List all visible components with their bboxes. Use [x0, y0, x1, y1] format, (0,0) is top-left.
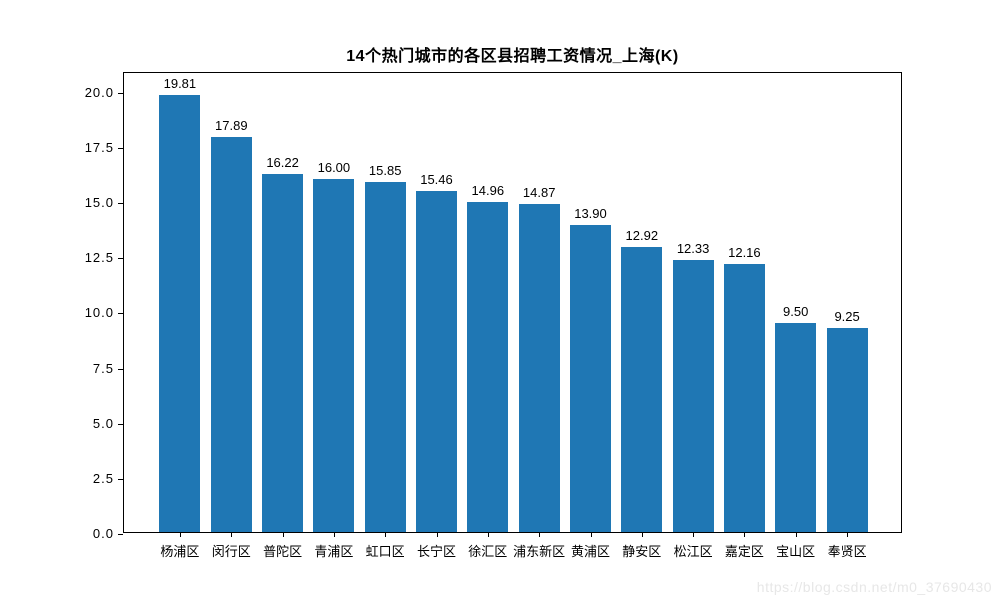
- y-tick-label: 5.0: [92, 415, 114, 431]
- x-tick-mark: [590, 532, 592, 537]
- bar-value-label: 9.25: [834, 309, 860, 324]
- y-tick-label: 17.5: [84, 140, 114, 155]
- bar: [467, 202, 509, 532]
- bar-value-label: 19.81: [163, 76, 197, 91]
- plot-area: 19.81 17.89 16.22 16.00 15.85 15.46 14.96 14.87…: [85, 72, 902, 559]
- bar: [159, 95, 201, 532]
- y-tick-label: 0.0: [92, 526, 114, 541]
- x-tick-label: 青浦区: [314, 544, 354, 559]
- x-tick-label: 奉贤区: [827, 544, 867, 559]
- x-tick-mark: [282, 532, 284, 537]
- x-tick-mark: [179, 532, 181, 537]
- bar: [518, 204, 560, 532]
- bar: [775, 322, 817, 532]
- watermark: https://blog.csdn.net/m0_37690430: [756, 579, 992, 595]
- bar: [210, 137, 252, 532]
- bar-value-label: 12.33: [676, 241, 710, 256]
- bar: [262, 174, 304, 532]
- bar-value-label: 12.92: [625, 228, 659, 243]
- x-tick-mark: [385, 532, 387, 537]
- bar-value-label: 13.90: [574, 206, 607, 222]
- x-tick-label: 松江区: [673, 544, 713, 559]
- bar-value-label: 17.89: [215, 118, 248, 134]
- bar-value-label: 12.16: [728, 244, 761, 260]
- y-tick-mark: [118, 423, 123, 425]
- x-tick-mark: [539, 532, 541, 537]
- x-tick-label: 浦东新区: [513, 544, 566, 559]
- x-tick-mark: [487, 532, 489, 537]
- y-tick-mark: [118, 534, 123, 535]
- x-tick-label: 徐汇区: [468, 544, 508, 559]
- x-tick-mark: [693, 532, 695, 537]
- bar: [570, 225, 611, 532]
- y-tick-label: 20.0: [84, 84, 114, 100]
- bar-value-label: 15.46: [420, 172, 453, 187]
- y-tick-mark: [118, 92, 123, 94]
- bar: [313, 179, 355, 532]
- x-tick-label: 黄浦区: [570, 544, 610, 559]
- y-tick-mark: [118, 368, 123, 370]
- y-tick-label: 7.5: [92, 360, 114, 376]
- y-tick-label: 2.5: [92, 470, 114, 486]
- y-tick-mark: [118, 148, 123, 149]
- x-tick-label: 长宁区: [416, 544, 456, 559]
- bar: [621, 247, 663, 532]
- x-tick-mark: [795, 532, 797, 537]
- x-tick-mark: [641, 532, 643, 537]
- x-tick-mark: [333, 532, 335, 537]
- chart-title: 14个热门城市的各区县招聘工资情况_上海(K): [346, 48, 679, 65]
- x-tick-mark: [744, 532, 746, 537]
- y-tick-mark: [118, 313, 123, 315]
- x-tick-label: 虹口区: [365, 544, 405, 559]
- x-tick-label: 静安区: [622, 544, 662, 559]
- x-tick-mark: [436, 532, 438, 537]
- x-tick-label: 宝山区: [776, 544, 816, 559]
- x-tick-label: 杨浦区: [160, 544, 200, 559]
- bar-value-label: 14.96: [471, 183, 505, 198]
- bar-value-label: 15.85: [368, 163, 402, 179]
- y-tick-mark: [118, 258, 123, 260]
- bar: [826, 328, 868, 532]
- x-tick-mark: [847, 532, 849, 537]
- x-tick-label: 嘉定区: [724, 544, 764, 559]
- bar-value-label: 14.87: [522, 185, 556, 200]
- bar: [723, 263, 765, 532]
- y-tick-mark: [118, 203, 123, 205]
- x-tick-label: 普陀区: [263, 544, 303, 559]
- bar-value-label: 16.00: [317, 160, 351, 176]
- bar: [364, 182, 406, 532]
- y-tick-label: 10.0: [84, 305, 114, 321]
- bar-value-label: 9.50: [783, 303, 809, 319]
- y-tick-label: 12.5: [84, 250, 114, 266]
- y-tick-mark: [118, 478, 123, 480]
- bar: [416, 191, 457, 532]
- bar: [672, 260, 714, 532]
- x-tick-mark: [231, 532, 233, 537]
- y-tick-label: 15.0: [84, 195, 114, 211]
- x-tick-label: 闵行区: [211, 544, 251, 559]
- bar-value-label: 16.22: [266, 155, 299, 171]
